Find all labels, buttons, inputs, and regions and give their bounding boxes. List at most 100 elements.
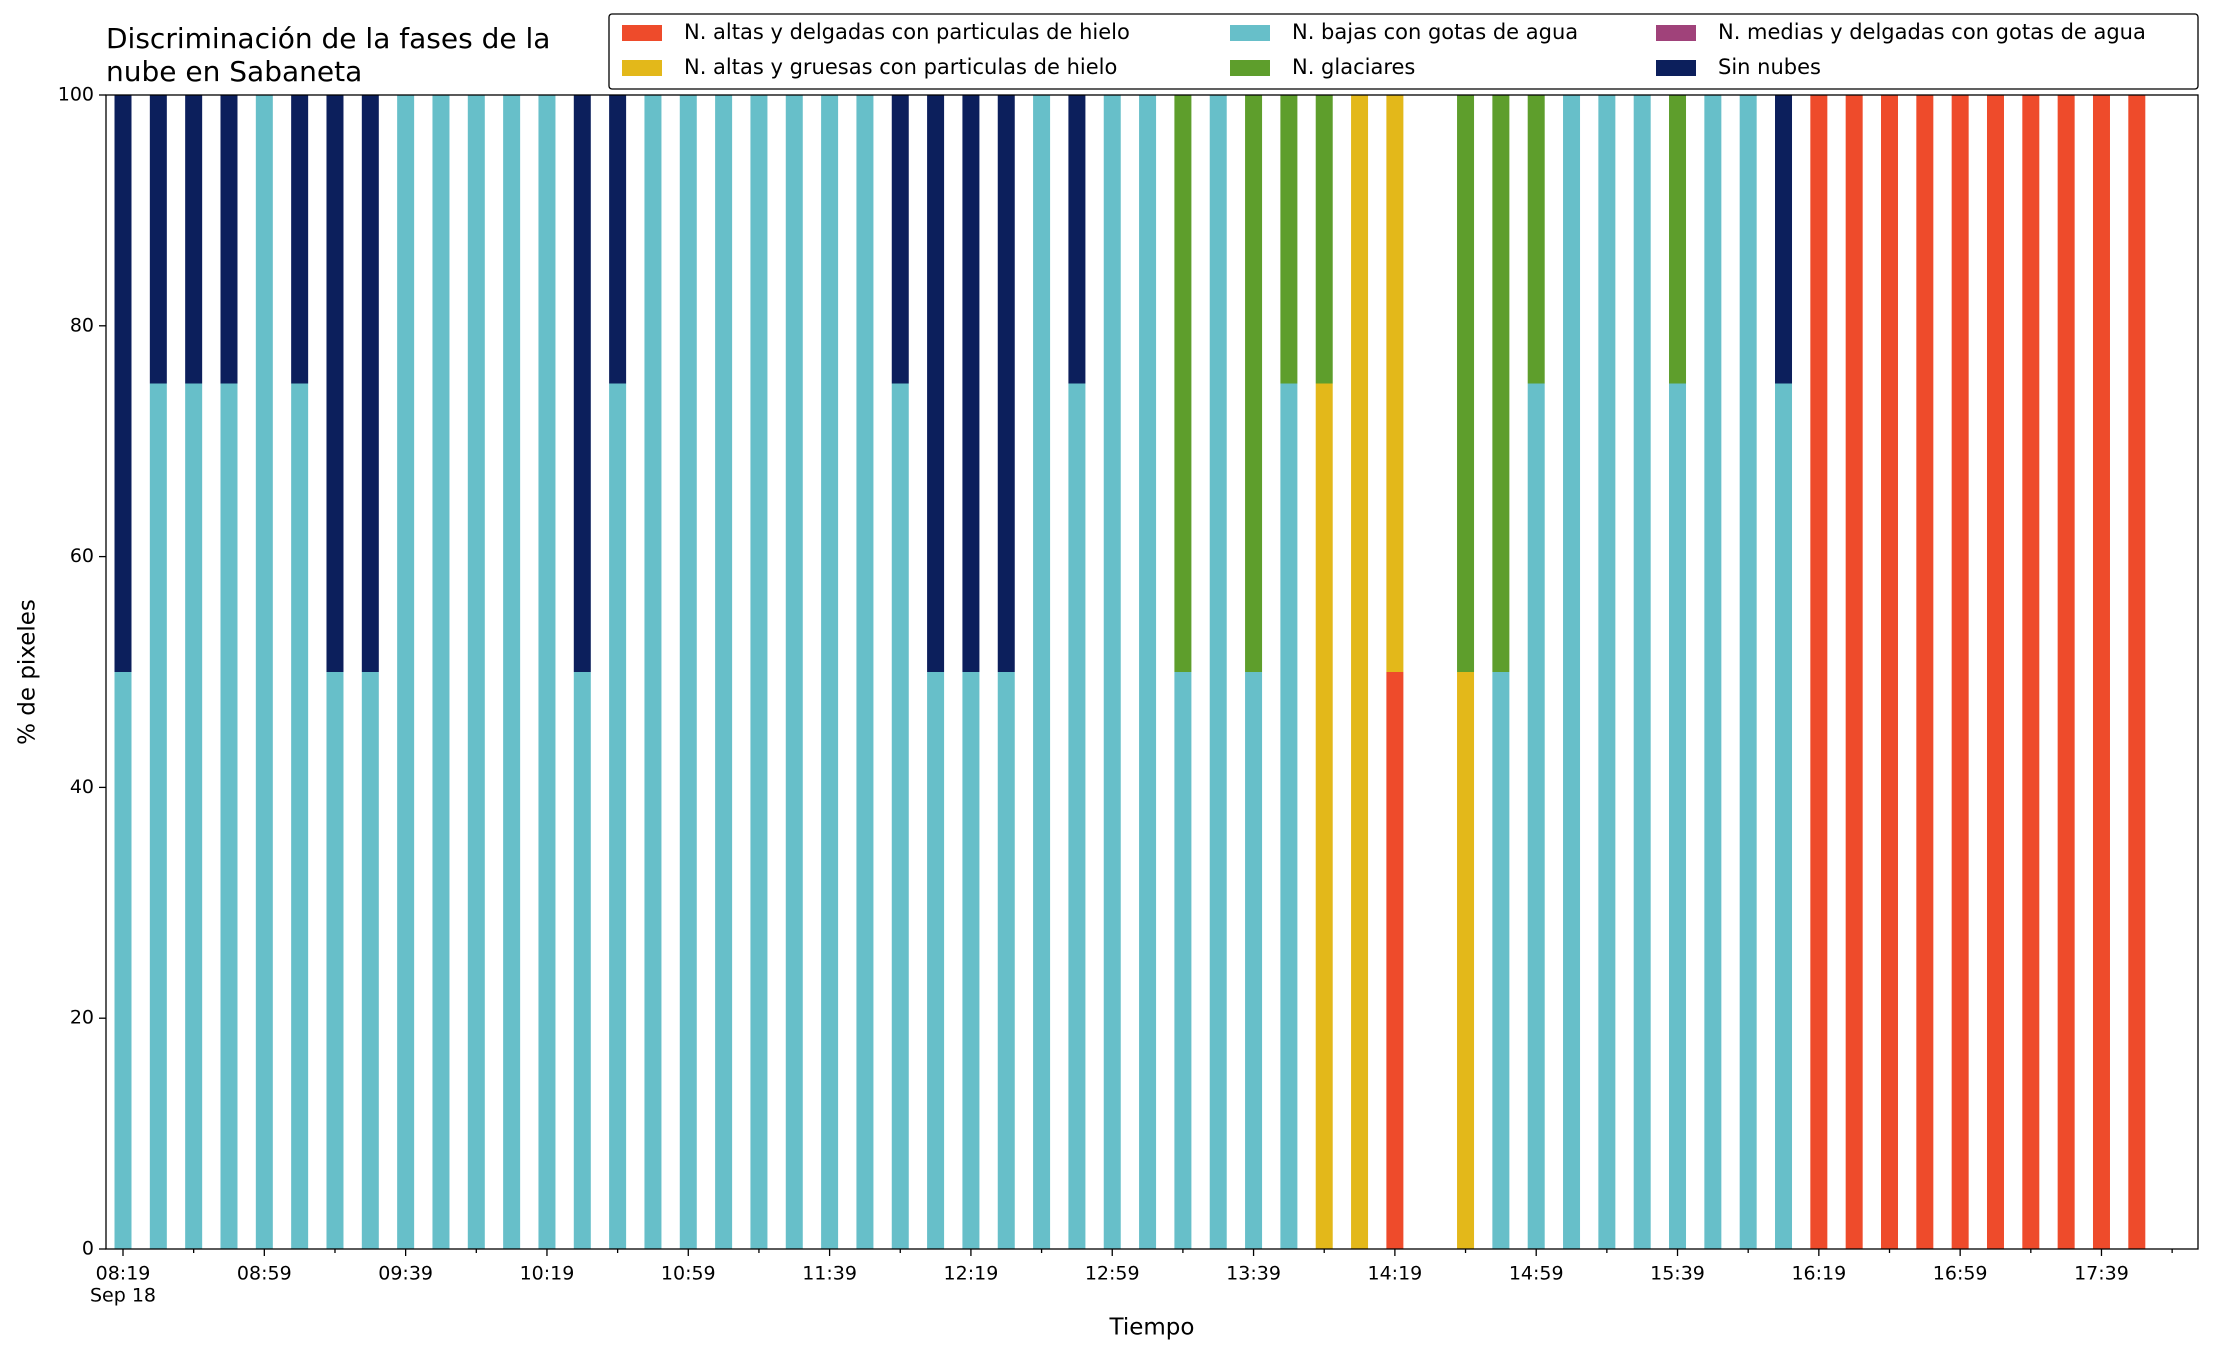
bar-segment xyxy=(962,95,980,672)
x-tick-label: 13:39 xyxy=(1226,1263,1281,1285)
bar-segment xyxy=(750,95,768,1249)
bar-segment xyxy=(185,383,203,1249)
x-tick-label: 10:19 xyxy=(520,1263,575,1285)
bar-segment xyxy=(185,95,203,384)
bar-segment xyxy=(397,95,415,1249)
legend-swatch xyxy=(622,25,662,41)
bar-segment xyxy=(1174,95,1192,672)
bar-segment xyxy=(1598,95,1616,1249)
y-tick-label: 0 xyxy=(82,1238,94,1260)
bar-segment xyxy=(220,383,238,1249)
bar-segment xyxy=(1068,383,1086,1249)
bar-segment xyxy=(1775,383,1793,1249)
bar-segment xyxy=(1704,95,1722,1249)
x-tick-label: 15:39 xyxy=(1650,1263,1705,1285)
x-tick-label: 08:19 xyxy=(96,1263,151,1285)
bar-segment xyxy=(1951,95,1969,1249)
bar-segment xyxy=(2022,95,2040,1249)
bar-segment xyxy=(2092,95,2110,1249)
x-tick-label: 11:39 xyxy=(802,1263,857,1285)
bar-segment xyxy=(679,95,697,1249)
bar-segment xyxy=(856,95,874,1249)
bar-segment xyxy=(1209,95,1227,1249)
bar-segment xyxy=(2057,95,2075,1249)
x-tick-label: 12:19 xyxy=(944,1263,999,1285)
bar-segment xyxy=(573,672,591,1249)
bar-segment xyxy=(1103,95,1121,1249)
bar-segment xyxy=(1457,672,1475,1249)
bar-segment xyxy=(1315,95,1333,384)
bar-segment xyxy=(503,95,521,1249)
bar-segment xyxy=(609,95,627,384)
bar-segment xyxy=(1280,383,1298,1249)
chart-title: Discriminación de la fases de la nube en… xyxy=(106,22,551,88)
x-tick-label: 14:19 xyxy=(1367,1263,1422,1285)
bar-segment xyxy=(1033,95,1051,1249)
bar-segment xyxy=(291,383,309,1249)
bar-segment xyxy=(149,383,167,1249)
bar-segment xyxy=(1563,95,1581,1249)
bar-segment xyxy=(997,95,1015,672)
bar-segment xyxy=(467,95,485,1249)
bar-segment xyxy=(644,95,662,1249)
bar-segment xyxy=(927,672,945,1249)
legend-swatch xyxy=(1230,60,1270,76)
date-label: Sep 18 xyxy=(90,1285,156,1307)
bar-segment xyxy=(821,95,839,1249)
bar-segment xyxy=(1669,95,1687,384)
bar-segment xyxy=(891,383,909,1249)
bar-segment xyxy=(1068,95,1086,384)
x-tick-label: 09:39 xyxy=(378,1263,433,1285)
legend-label: N. medias y delgadas con gotas de agua xyxy=(1718,20,2146,44)
bar-segment xyxy=(1881,95,1898,1249)
plot-frame xyxy=(105,94,2199,1250)
bar-segment xyxy=(609,383,627,1249)
bar-segment xyxy=(1280,95,1298,384)
x-tick-label: 10:59 xyxy=(661,1263,716,1285)
bar-segment xyxy=(361,95,379,672)
bar-segment xyxy=(291,95,309,384)
bar-segment xyxy=(255,95,273,1249)
bar-segment xyxy=(1245,95,1263,672)
legend-swatch xyxy=(1656,25,1696,41)
bar-segment xyxy=(573,95,591,672)
bar-segment xyxy=(432,95,450,1249)
bar-segment xyxy=(1669,383,1687,1249)
bar-segment xyxy=(1351,95,1369,1249)
bar-segment xyxy=(114,672,132,1249)
bar-segment xyxy=(962,672,980,1249)
bar-segment xyxy=(149,95,167,384)
bar-segment xyxy=(1633,95,1651,1249)
bar-segment xyxy=(538,95,556,1249)
bar-segment xyxy=(114,95,132,672)
legend-label: Sin nubes xyxy=(1718,55,1821,79)
bar-segment xyxy=(1986,95,2004,1249)
bar-segment xyxy=(1739,95,1757,1249)
bar-segment xyxy=(891,95,909,384)
x-axis-label: Tiempo xyxy=(1109,1315,1195,1341)
bar-segment xyxy=(1492,672,1510,1249)
bar-segment xyxy=(1386,95,1404,672)
legend-swatch xyxy=(1656,60,1696,76)
y-tick-label: 100 xyxy=(58,84,94,106)
bar-segment xyxy=(927,95,945,672)
legend-box xyxy=(608,13,2199,90)
y-tick-label: 40 xyxy=(70,776,94,798)
x-tick-label: 12:59 xyxy=(1085,1263,1140,1285)
x-tick-label: 16:19 xyxy=(1791,1263,1846,1285)
bar-segment xyxy=(220,95,238,384)
bar-segment xyxy=(1775,95,1793,384)
legend-label: N. bajas con gotas de agua xyxy=(1292,20,1578,44)
legend-label: N. altas y gruesas con particulas de hie… xyxy=(684,55,1117,79)
legend-swatch xyxy=(1230,25,1270,41)
bar-segment xyxy=(1315,383,1333,1249)
bar-segment xyxy=(1527,383,1545,1249)
bar-segment xyxy=(1457,95,1475,672)
bar-segment xyxy=(997,672,1015,1249)
bar-segment xyxy=(785,95,803,1249)
y-tick-label: 80 xyxy=(70,314,94,336)
y-tick-label: 20 xyxy=(70,1007,94,1029)
legend-swatch xyxy=(622,60,662,76)
x-tick-label: 17:39 xyxy=(2074,1263,2129,1285)
